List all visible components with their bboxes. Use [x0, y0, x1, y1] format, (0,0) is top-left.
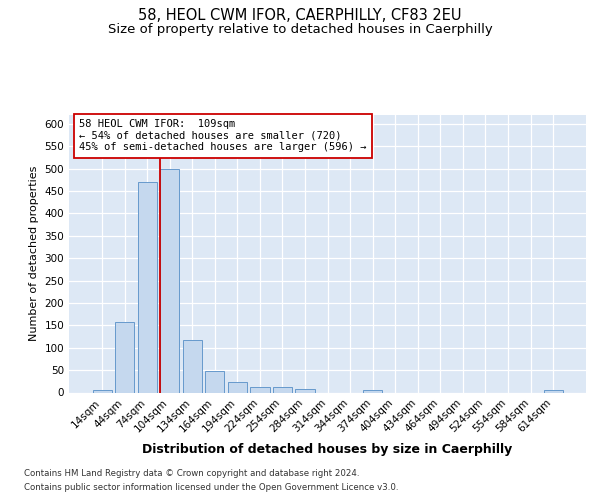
Text: Contains public sector information licensed under the Open Government Licence v3: Contains public sector information licen… — [24, 484, 398, 492]
Bar — [273, 387, 292, 392]
Bar — [183, 340, 202, 392]
Bar — [228, 382, 247, 392]
Bar — [205, 370, 224, 392]
Text: Distribution of detached houses by size in Caerphilly: Distribution of detached houses by size … — [142, 442, 513, 456]
Bar — [250, 386, 269, 392]
Text: 58, HEOL CWM IFOR, CAERPHILLY, CF83 2EU: 58, HEOL CWM IFOR, CAERPHILLY, CF83 2EU — [138, 8, 462, 22]
Text: 58 HEOL CWM IFOR:  109sqm
← 54% of detached houses are smaller (720)
45% of semi: 58 HEOL CWM IFOR: 109sqm ← 54% of detach… — [79, 119, 367, 152]
Text: Size of property relative to detached houses in Caerphilly: Size of property relative to detached ho… — [107, 22, 493, 36]
Text: Contains HM Land Registry data © Crown copyright and database right 2024.: Contains HM Land Registry data © Crown c… — [24, 468, 359, 477]
Bar — [115, 322, 134, 392]
Bar — [137, 182, 157, 392]
Bar — [363, 390, 382, 392]
Bar — [160, 168, 179, 392]
Bar — [544, 390, 563, 392]
Bar — [295, 389, 314, 392]
Y-axis label: Number of detached properties: Number of detached properties — [29, 166, 39, 342]
Bar — [92, 390, 112, 392]
